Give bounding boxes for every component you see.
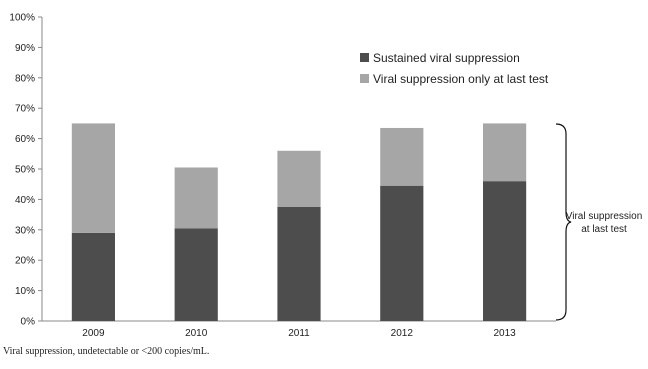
y-tick-label: 40% bbox=[15, 195, 35, 206]
y-tick-label: 20% bbox=[15, 256, 35, 267]
footnote: Viral suppression, undetectable or <200 … bbox=[3, 346, 210, 357]
y-tick-label: 0% bbox=[21, 317, 36, 328]
y-tick-label: 60% bbox=[15, 134, 35, 145]
annotation-line-2: at last test bbox=[581, 224, 627, 235]
bar-segment-sustained-2013 bbox=[483, 181, 527, 321]
bar-segment-last-test-2011 bbox=[277, 150, 321, 207]
bar-segment-last-test-2013 bbox=[483, 123, 527, 182]
bars bbox=[71, 123, 527, 321]
x-tick-label: 2013 bbox=[493, 328, 516, 339]
legend-swatch-last-test bbox=[360, 74, 369, 83]
bar-segment-sustained-2011 bbox=[277, 207, 321, 321]
y-tick-label: 50% bbox=[15, 165, 35, 176]
legend-label-sustained: Sustained viral suppression bbox=[373, 51, 520, 65]
annotation-line-1: Viral suppression bbox=[566, 211, 643, 222]
annotation-bracket bbox=[555, 123, 572, 321]
y-tick-label: 70% bbox=[15, 104, 35, 115]
legend: Sustained viral suppression Viral suppre… bbox=[360, 51, 549, 86]
bar-segment-last-test-2012 bbox=[380, 127, 424, 186]
x-tick-label: 2010 bbox=[185, 328, 208, 339]
y-tick-label: 100% bbox=[9, 13, 35, 24]
y-tick-label: 90% bbox=[15, 43, 35, 54]
y-tick-label: 10% bbox=[15, 286, 35, 297]
x-tick-label: 2009 bbox=[82, 328, 105, 339]
y-tick-label: 30% bbox=[15, 225, 35, 236]
bar-segment-last-test-2009 bbox=[71, 123, 115, 233]
legend-label-last-test: Viral suppression only at last test bbox=[373, 72, 549, 86]
x-tick-label: 2011 bbox=[288, 328, 310, 339]
y-tick-label: 80% bbox=[15, 73, 35, 84]
bar-segment-sustained-2010 bbox=[174, 228, 218, 321]
bar-segment-sustained-2009 bbox=[71, 232, 115, 321]
x-axis: 2009 2010 2011 2012 2013 bbox=[42, 320, 556, 339]
annotation: Viral suppression at last test bbox=[555, 123, 643, 321]
x-tick-label: 2012 bbox=[391, 328, 414, 339]
bar-segment-sustained-2012 bbox=[380, 185, 424, 321]
legend-swatch-sustained bbox=[360, 53, 369, 62]
y-axis: 0% 10% 20% 30% 40% 50% 60% 70% 80% 90% 100% bbox=[9, 13, 43, 328]
bar-segment-last-test-2010 bbox=[174, 167, 218, 229]
